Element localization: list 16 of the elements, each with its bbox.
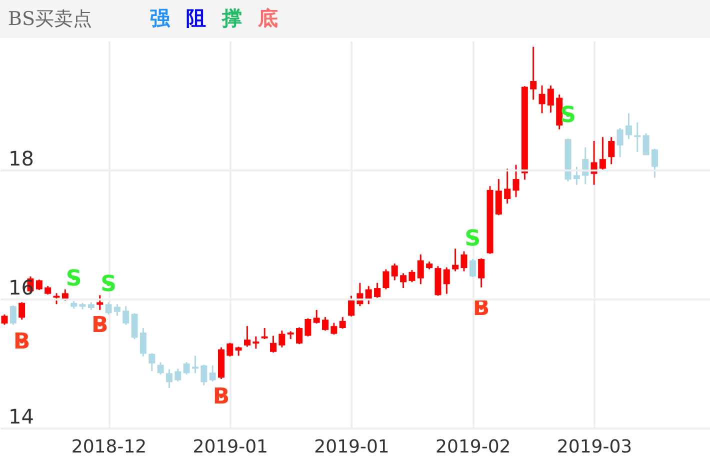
data-label: B	[91, 312, 108, 338]
legend-label: 底	[257, 6, 278, 30]
x-tick-label: 2018-12	[71, 436, 147, 458]
legend-label: 强	[150, 6, 171, 30]
x-tick-label: 2019-03	[556, 436, 632, 458]
y-tick-label: 18	[8, 146, 34, 170]
data-label: B	[212, 384, 230, 410]
legend-label: 撑	[221, 6, 242, 30]
legend-label: 阻	[186, 6, 206, 30]
x-tick-label: 2019-01	[192, 436, 268, 458]
data-label: S	[100, 272, 116, 298]
x-tick-label: 2019-01	[314, 436, 390, 458]
data-label: B	[13, 330, 30, 355]
x-tick-label: 2019-02	[436, 436, 511, 458]
y-tick-label: 14	[8, 404, 34, 428]
chart-title: BS买卖点	[8, 8, 92, 30]
